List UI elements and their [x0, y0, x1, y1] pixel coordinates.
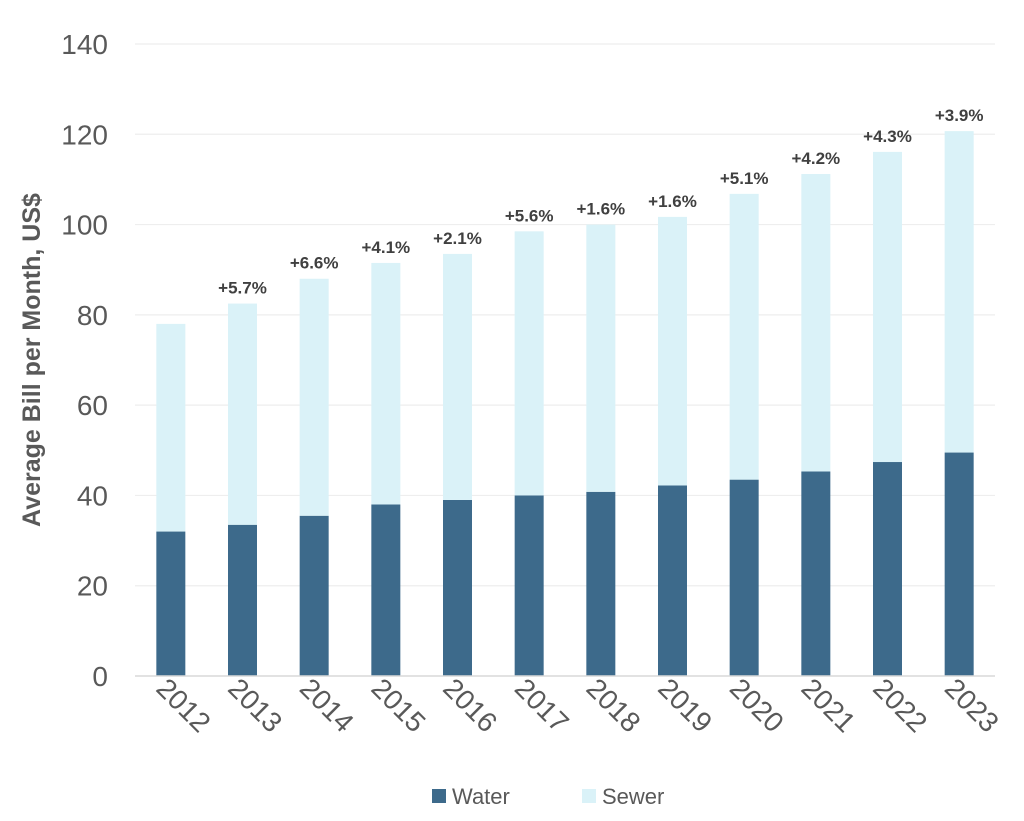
percent-change-label-2017: +5.6% [505, 206, 554, 225]
x-tick-label-2018: 2018 [581, 672, 647, 738]
y-tick-label: 40 [77, 480, 108, 511]
bar-sewer-2018 [586, 224, 616, 492]
y-tick-label: 0 [92, 661, 108, 692]
legend-swatch-sewer [582, 789, 596, 803]
x-tick-label-2022: 2022 [867, 672, 933, 738]
bar-sewer-2012 [156, 323, 186, 532]
y-axis-tick-labels: 0 20 40 60 80 100 120 140 [61, 29, 108, 692]
y-tick-label: 120 [61, 119, 108, 150]
percent-change-label-2013: +5.7% [218, 279, 267, 298]
bar-sewer-2017 [514, 231, 544, 496]
bar-water-2023 [944, 452, 974, 676]
bar-sewer-2016 [443, 253, 472, 500]
x-tick-label-2023: 2023 [939, 672, 1005, 738]
bar-water-2015 [371, 504, 401, 676]
x-tick-label-2015: 2015 [366, 672, 432, 738]
percent-change-label-2020: +5.1% [720, 169, 769, 188]
x-axis-tick-labels: 2012 2013 2014 2015 2016 2017 2018 2019 2020 2021… [151, 672, 1005, 738]
percent-change-label-2015: +4.1% [361, 238, 410, 257]
bar-sewer-2014 [299, 278, 329, 516]
bar-sewer-2019 [658, 216, 687, 486]
legend-label-sewer: Sewer [602, 784, 664, 809]
bar-water-2018 [586, 491, 616, 676]
legend-label-water: Water [452, 784, 510, 809]
x-tick-label-2020: 2020 [724, 672, 790, 738]
percent-change-label-2022: +4.3% [863, 127, 912, 146]
gridlines [135, 43, 995, 587]
bar-water-2022 [873, 462, 902, 676]
bar-water-2021 [801, 471, 831, 676]
percent-change-label-2023: +3.9% [935, 106, 984, 125]
bar-sewer-2022 [873, 151, 902, 463]
x-tick-label-2012: 2012 [151, 672, 217, 738]
percent-change-labels: +5.7% +6.6% +4.1% +2.1% +5.6% +1.6% +1.6% +5.1%… [218, 106, 983, 297]
bars [156, 131, 974, 676]
bar-water-2020 [729, 479, 759, 676]
y-tick-label: 80 [77, 300, 108, 331]
x-tick-label-2016: 2016 [437, 672, 503, 738]
bar-sewer-2015 [371, 262, 401, 505]
x-tick-label-2013: 2013 [222, 672, 288, 738]
y-tick-label: 20 [77, 571, 108, 602]
bar-water-2016 [443, 499, 472, 676]
x-tick-label-2021: 2021 [796, 672, 862, 738]
legend-swatch-water [432, 789, 446, 803]
bar-water-2017 [514, 495, 544, 676]
bar-water-2012 [156, 531, 186, 676]
x-tick-label-2017: 2017 [509, 672, 575, 738]
bar-water-2014 [299, 515, 329, 676]
percent-change-label-2016: +2.1% [433, 229, 482, 248]
bar-sewer-2013 [228, 303, 257, 525]
x-tick-label-2014: 2014 [294, 672, 360, 738]
bar-sewer-2020 [729, 193, 759, 480]
bar-sewer-2021 [801, 174, 831, 472]
bar-sewer-2023 [944, 131, 974, 453]
y-tick-label: 100 [61, 210, 108, 241]
bar-water-2019 [658, 485, 687, 676]
y-axis-label: Average Bill per Month, US$ [18, 193, 46, 527]
y-tick-label: 140 [61, 29, 108, 60]
percent-change-label-2021: +4.2% [791, 149, 840, 168]
bar-water-2013 [228, 524, 257, 676]
percent-change-label-2019: +1.6% [648, 192, 697, 211]
legend: Water Sewer [432, 784, 664, 809]
y-tick-label: 60 [77, 390, 108, 421]
percent-change-label-2018: +1.6% [576, 200, 625, 219]
percent-change-label-2014: +6.6% [290, 254, 339, 273]
x-tick-label-2019: 2019 [652, 672, 718, 738]
